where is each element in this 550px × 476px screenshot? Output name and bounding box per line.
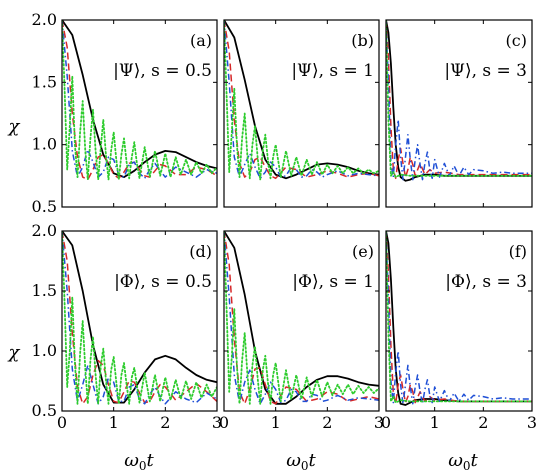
x-axis-title-right: ω0t	[448, 450, 478, 473]
series-line-dashed-b	[224, 20, 379, 180]
y-tick-label: 2.0	[32, 10, 57, 29]
y-tick-label: 0.5	[32, 197, 57, 216]
series-line-solid-b	[224, 20, 379, 180]
panel-annotation-f: |Φ⟩, s = 3	[445, 272, 527, 292]
panel-f: 0 1 2 3 (f) |Φ⟩, s = 3	[381, 230, 537, 432]
series-line-dotted-b	[224, 20, 379, 181]
series-line-dashdot-c	[386, 20, 532, 181]
series-group-b	[224, 20, 379, 181]
plot-frame-e	[223, 230, 380, 412]
x-tick-label: 3	[212, 413, 222, 432]
y-axis-title-top: χ	[7, 116, 21, 137]
panel-annotation-e: |Φ⟩, s = 1	[292, 272, 374, 292]
x-tick-label: 0	[57, 413, 67, 432]
x-tick-label: 3	[374, 413, 384, 432]
y-tick-label: 1.0	[32, 135, 57, 154]
panel-annotation-a: |Ψ⟩, s = 0.5	[113, 61, 212, 81]
series-line-solid-d	[62, 231, 217, 404]
series-group-a	[62, 20, 217, 181]
x-tick-label: 2	[160, 413, 170, 432]
series-group-f	[386, 231, 532, 406]
x-tick-label: 1	[109, 413, 119, 432]
x-tick-label: 1	[430, 413, 440, 432]
plot-frame-c	[385, 19, 533, 208]
panel-annotation-d: |Φ⟩, s = 0.5	[114, 272, 212, 292]
series-line-dotted-c	[386, 20, 532, 179]
panel-annotation-b: |Ψ⟩, s = 1	[291, 61, 374, 81]
panel-label-d: (d)	[189, 242, 212, 261]
plot-frame-a	[61, 19, 218, 208]
series-group-c	[386, 20, 532, 182]
series-line-dotted-e	[224, 231, 379, 405]
plot-frame-d	[61, 230, 218, 412]
series-line-dashed-a	[62, 20, 217, 181]
x-tick-label: 0	[219, 413, 229, 432]
series-line-dashdot-b	[224, 20, 379, 180]
y-axis-title-bottom: χ	[7, 342, 21, 363]
panel-e: 0 1 2 3 (e) |Φ⟩, s = 1	[219, 230, 384, 432]
plot-frame-b	[223, 19, 380, 208]
panel-label-f: (f)	[509, 242, 527, 261]
series-line-dashdot-f	[386, 231, 532, 405]
y-tick-label: 1.5	[32, 72, 57, 91]
series-line-dotted-d	[62, 231, 217, 405]
x-tick-label: 2	[322, 413, 332, 432]
x-axis-title-middle: ω0t	[286, 450, 316, 473]
y-tick-label: 2.0	[32, 221, 57, 240]
x-tick-label: 0	[381, 413, 391, 432]
series-line-solid-a	[62, 20, 217, 179]
x-tick-label: 2	[478, 413, 488, 432]
series-line-dotted-a	[62, 20, 217, 181]
x-tick-label: 3	[527, 413, 537, 432]
panel-a: 0.5 1.0 1.5 2.0 (a) |Ψ⟩, s = 0.5	[32, 10, 218, 216]
series-line-dashdot-a	[62, 20, 217, 180]
panel-label-c: (c)	[506, 31, 527, 50]
series-group-e	[224, 231, 379, 405]
y-tick-label: 1.0	[32, 341, 57, 360]
x-tick-label: 1	[271, 413, 281, 432]
series-line-dashdot-d	[62, 231, 217, 405]
series-line-dashdot-e	[224, 231, 379, 405]
series-line-solid-e	[224, 231, 379, 405]
panel-c: (c) |Ψ⟩, s = 3	[385, 19, 533, 208]
panel-label-b: (b)	[351, 31, 374, 50]
panel-d: 0.5 1.0 1.5 2.0 0 1 2 3 (d) |Φ⟩, s = 0.5	[32, 221, 223, 432]
panels-container: 0.5 1.0 1.5 2.0 (a) |Ψ⟩, s = 0.5 (b) |Ψ⟩, s = 1…	[32, 10, 538, 432]
y-tick-label: 0.5	[32, 401, 57, 420]
panel-label-e: (e)	[352, 242, 374, 261]
x-axis-title-left: ω0t	[124, 450, 154, 473]
panel-b: (b) |Ψ⟩, s = 1	[223, 19, 380, 208]
panel-annotation-c: |Ψ⟩, s = 3	[444, 61, 527, 81]
y-tick-label: 1.5	[32, 281, 57, 300]
series-group-d	[62, 231, 217, 405]
panel-label-a: (a)	[190, 31, 212, 50]
series-line-dashed-c	[386, 20, 532, 180]
plot-frame-f	[385, 230, 533, 412]
series-line-dotted-f	[386, 231, 532, 404]
